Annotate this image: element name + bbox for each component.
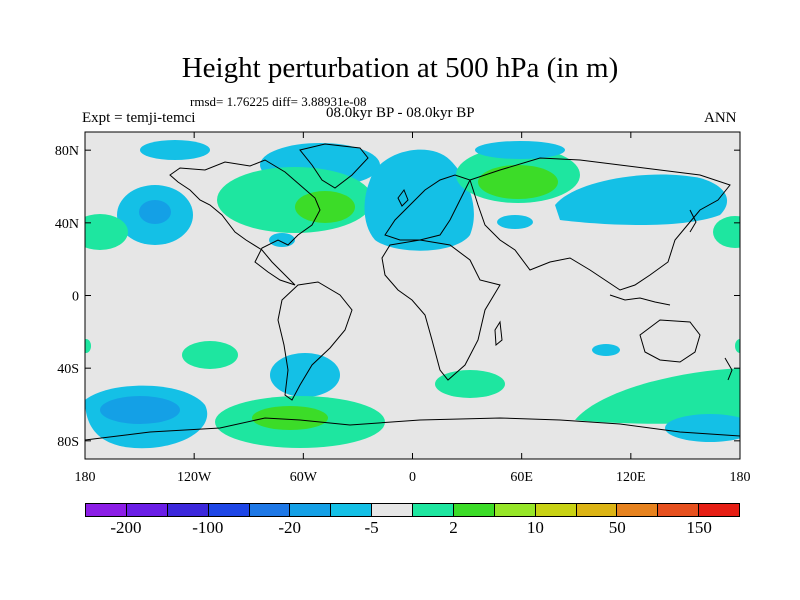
x-tick-label: 60W	[290, 470, 318, 485]
colorbar-swatch	[126, 504, 168, 516]
contour-neg-indianocean	[592, 344, 620, 356]
coast-antarctica	[85, 417, 740, 441]
colorbar-label: 10	[526, 518, 544, 537]
x-tick-label: 0	[409, 470, 416, 485]
contour-pos-eastedge	[735, 339, 740, 353]
colorbar-swatch	[372, 504, 413, 516]
colorbar-swatch	[413, 504, 454, 516]
colorbar-swatch	[331, 504, 373, 516]
coast-japan	[689, 209, 697, 233]
y-tick-label: 80S	[57, 435, 79, 450]
colorbar-label: -5	[364, 518, 379, 537]
x-tick-label: 60E	[510, 470, 533, 485]
contour-neg-eastasia	[555, 174, 728, 225]
colorbar-label: -200	[110, 518, 142, 537]
experiment-label: Expt = temji-temci	[82, 110, 196, 126]
period-label: 08.0kyr BP - 08.0kyr BP	[326, 105, 475, 121]
colorbar-swatch	[249, 504, 291, 516]
colorbar-swatch	[208, 504, 250, 516]
colorbar	[85, 503, 740, 517]
contour-pos-southpacific	[182, 341, 238, 369]
colorbar-label: 2	[449, 518, 458, 537]
x-axis: 180 120W 60W 0 60E 120E 180	[75, 132, 751, 485]
coast-greenland	[299, 143, 369, 189]
y-tick-label: 40S	[57, 362, 79, 377]
coastlines	[85, 143, 740, 441]
contour-neg-southpacific-core	[100, 396, 180, 424]
colorbar-swatch	[617, 504, 659, 516]
colorbar-swatch	[453, 504, 495, 516]
contour-neg-arctic-siberia	[475, 141, 565, 159]
contour-fields	[85, 140, 740, 449]
colorbar-swatch	[290, 504, 332, 516]
colorbar-swatch	[535, 504, 577, 516]
coast-newzealand	[724, 357, 733, 381]
coast-madagascar	[494, 320, 503, 347]
coast-australia	[639, 319, 701, 363]
contour-neg-arctic-canada	[140, 140, 210, 160]
coast-africa	[381, 239, 501, 381]
x-tick-label: 120E	[616, 470, 646, 485]
contour-neg-central-asia	[497, 215, 533, 229]
colorbar-label: -100	[192, 518, 224, 537]
coast-britain	[397, 188, 409, 207]
colorbar-swatch	[576, 504, 618, 516]
colorbar-label: 150	[686, 518, 712, 537]
contour-pos-siberia-core	[478, 165, 558, 199]
x-tick-label: 180	[75, 470, 96, 485]
coast-asia	[469, 157, 731, 291]
contour-pos-northpacific-east	[713, 216, 740, 248]
colorbar-label: 50	[608, 518, 626, 537]
contour-neg-pacific-core	[139, 200, 171, 224]
contour-pos-southatlantic	[435, 370, 505, 398]
contour-neg-gulf	[269, 233, 295, 247]
plot-title: Height perturbation at 500 hPa (in m)	[181, 52, 619, 84]
colorbar-swatch	[658, 504, 700, 516]
colorbar-swatch	[86, 504, 127, 516]
coast-south-america	[277, 281, 353, 401]
coast-north-america	[169, 159, 321, 286]
colorbar-label: -20	[278, 518, 302, 537]
contour-pos-antarctic-west-core	[252, 406, 328, 430]
stats-label: rmsd= 1.76225 diff= 3.88931e-08	[190, 94, 367, 109]
y-tick-label: 0	[72, 290, 79, 305]
x-tick-label: 180	[730, 470, 751, 485]
contour-pos-southern-indian	[575, 368, 740, 424]
colorbar-swatch	[167, 504, 209, 516]
y-axis: 80N 40N 0 40S 80S	[55, 144, 740, 450]
contour-neg-southamerica	[270, 353, 340, 397]
contour-pos-westedge	[85, 339, 91, 353]
colorbar-swatch	[699, 504, 739, 516]
season-label: ANN	[704, 110, 737, 126]
coast-indonesia	[609, 294, 671, 306]
contour-neg-antarctic-east	[665, 414, 740, 442]
y-tick-label: 40N	[55, 217, 79, 232]
y-tick-label: 80N	[55, 144, 79, 159]
contour-pos-northamerica-core	[295, 191, 355, 223]
x-tick-label: 120W	[177, 470, 212, 485]
colorbar-swatch	[494, 504, 536, 516]
contour-pos-pacific-west	[85, 214, 128, 250]
